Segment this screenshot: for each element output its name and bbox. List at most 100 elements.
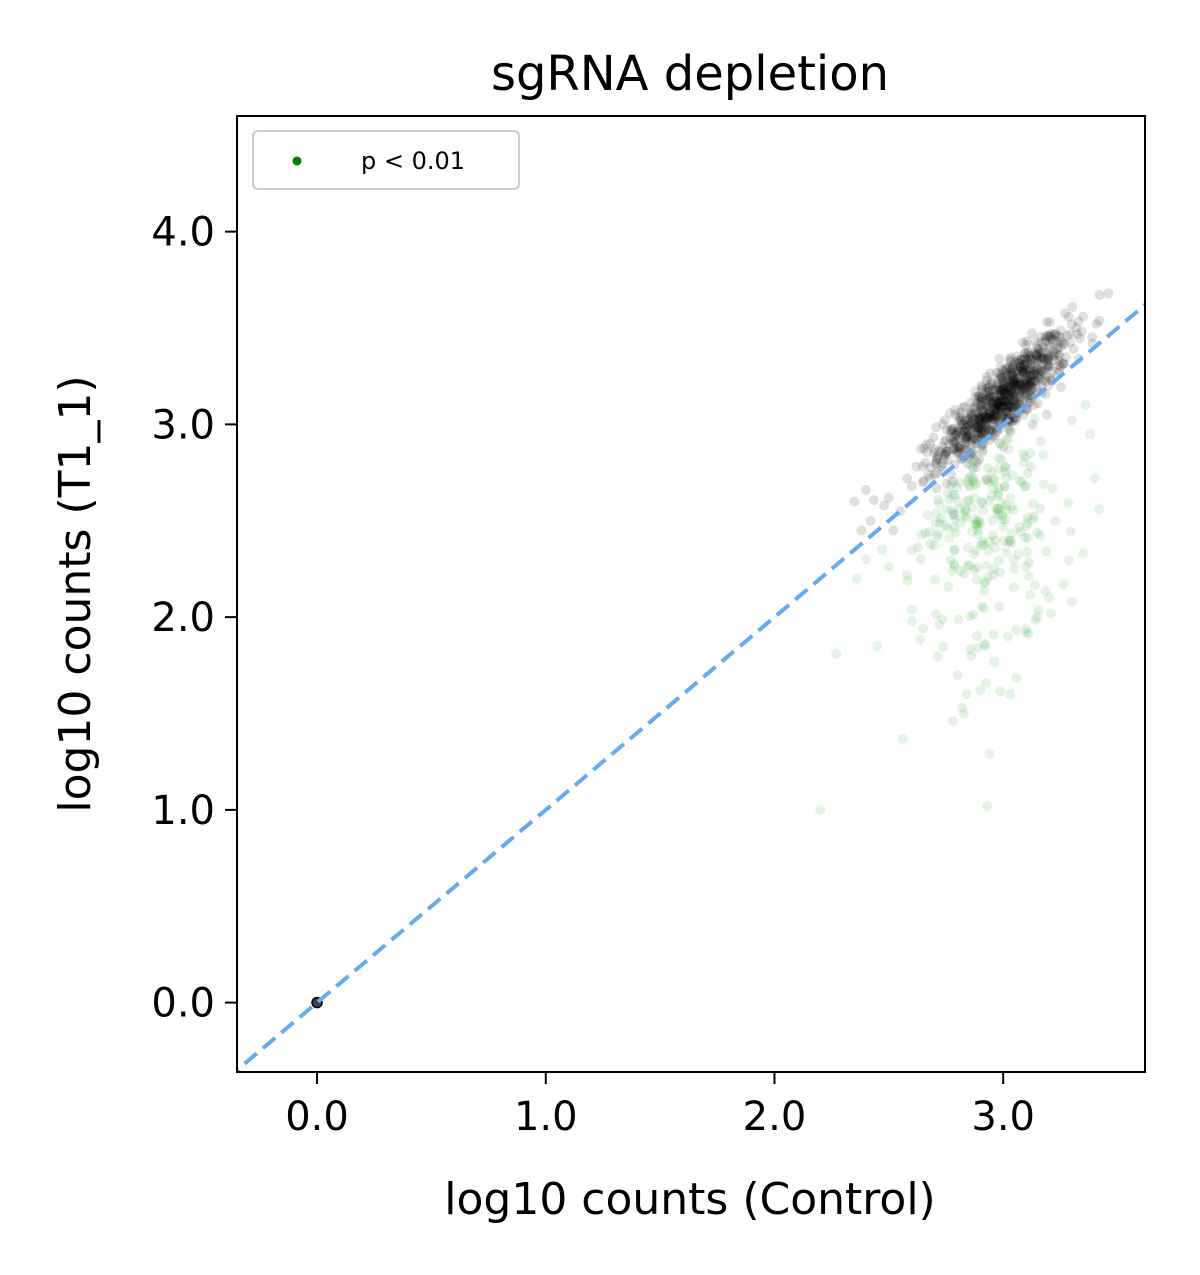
cluster-point	[1002, 406, 1013, 417]
cluster-point	[966, 410, 977, 421]
cluster-point	[974, 454, 985, 465]
data-point	[934, 619, 945, 630]
cluster-point	[990, 404, 1001, 415]
cluster-point	[1044, 343, 1055, 354]
cluster-point	[1011, 357, 1022, 367]
data-point	[1039, 353, 1050, 364]
cluster-point	[1049, 330, 1060, 341]
cluster-point	[991, 411, 1002, 421]
cluster-point	[1015, 361, 1026, 372]
cluster-point	[957, 402, 968, 413]
cluster-point	[971, 434, 982, 445]
cluster-point	[953, 447, 964, 458]
cluster-point	[1019, 368, 1030, 379]
data-point	[1053, 350, 1064, 360]
cluster-point	[1032, 398, 1043, 409]
cluster-point	[992, 400, 1003, 411]
cluster-point	[1000, 386, 1011, 397]
cluster-point	[1050, 328, 1061, 339]
cluster-point	[981, 394, 992, 405]
cluster-point	[1018, 379, 1029, 390]
cluster-point	[983, 424, 994, 435]
data-point	[1089, 473, 1100, 484]
cluster-point	[1024, 380, 1035, 391]
cluster-point	[1025, 354, 1036, 365]
cluster-point	[1022, 336, 1033, 347]
cluster-point	[954, 432, 965, 443]
cluster-point	[933, 494, 943, 505]
data-point	[1048, 346, 1059, 357]
cluster-point	[992, 404, 1003, 415]
cluster-point	[991, 398, 1002, 409]
data-point	[1043, 361, 1054, 372]
cluster-point	[972, 630, 982, 641]
cluster-point	[983, 404, 994, 414]
cluster-point	[988, 416, 999, 427]
cluster-point	[1000, 466, 1010, 477]
cluster-point	[971, 518, 982, 529]
cluster-point	[1011, 672, 1022, 683]
cluster-point	[955, 411, 966, 422]
data-point	[947, 716, 958, 727]
cluster-point	[979, 539, 990, 550]
cluster-point	[950, 404, 960, 415]
cluster-point	[1038, 352, 1049, 363]
cluster-point	[922, 447, 933, 458]
cluster-point	[939, 436, 950, 447]
cluster-point	[950, 490, 960, 500]
cluster-point	[999, 535, 1009, 546]
cluster-point	[989, 475, 1000, 486]
cluster-point	[1043, 355, 1054, 366]
cluster-point	[964, 430, 975, 441]
cluster-point	[993, 453, 1004, 464]
cluster-point	[919, 443, 930, 454]
cluster-point	[1015, 366, 1026, 377]
data-point	[970, 419, 981, 430]
cluster-point	[950, 409, 961, 420]
cluster-point	[966, 430, 977, 441]
data-point	[861, 554, 871, 565]
cluster-point	[1000, 395, 1011, 406]
cluster-point	[1063, 498, 1074, 509]
cluster-point	[949, 561, 960, 572]
cluster-point	[1044, 361, 1055, 372]
cluster-point	[989, 412, 1000, 422]
cluster-point	[971, 456, 982, 467]
cluster-point	[1014, 358, 1024, 369]
cluster-point	[997, 497, 1008, 508]
cluster-point	[989, 391, 999, 402]
cluster-point	[983, 394, 994, 405]
cluster-point	[1001, 405, 1012, 416]
cluster-point	[1037, 353, 1048, 363]
cluster-point	[1055, 342, 1066, 352]
x-axis-label: log10 counts (Control)	[444, 1174, 935, 1225]
cluster-point	[988, 414, 999, 425]
cluster-point	[959, 415, 970, 426]
cluster-point	[1018, 457, 1029, 468]
cluster-point	[963, 473, 974, 484]
cluster-point	[1008, 386, 1019, 397]
cluster-point	[962, 458, 973, 469]
cluster-point	[1013, 384, 1024, 395]
cluster-point	[950, 527, 961, 538]
cluster-point	[984, 407, 995, 418]
cluster-point	[995, 404, 1006, 415]
cluster-point	[988, 396, 999, 406]
cluster-point	[1031, 368, 1042, 379]
cluster-point	[997, 510, 1008, 521]
cluster-point	[965, 644, 976, 655]
x-axis-ticks: 0.0 1.0 2.0 3.0	[285, 1072, 1035, 1140]
cluster-point	[973, 428, 984, 439]
cluster-point	[1021, 623, 1031, 634]
data-point	[925, 438, 935, 449]
cluster-point	[979, 578, 990, 589]
cluster-point	[979, 585, 990, 596]
cluster-point	[981, 402, 992, 413]
cluster-point	[992, 404, 1003, 415]
cluster-point	[946, 565, 957, 576]
cluster-point	[1023, 381, 1034, 392]
cluster-point	[966, 435, 977, 445]
cluster-point	[1006, 383, 1017, 394]
cluster-point	[991, 399, 1002, 410]
chart-title: sgRNA depletion	[491, 46, 889, 102]
